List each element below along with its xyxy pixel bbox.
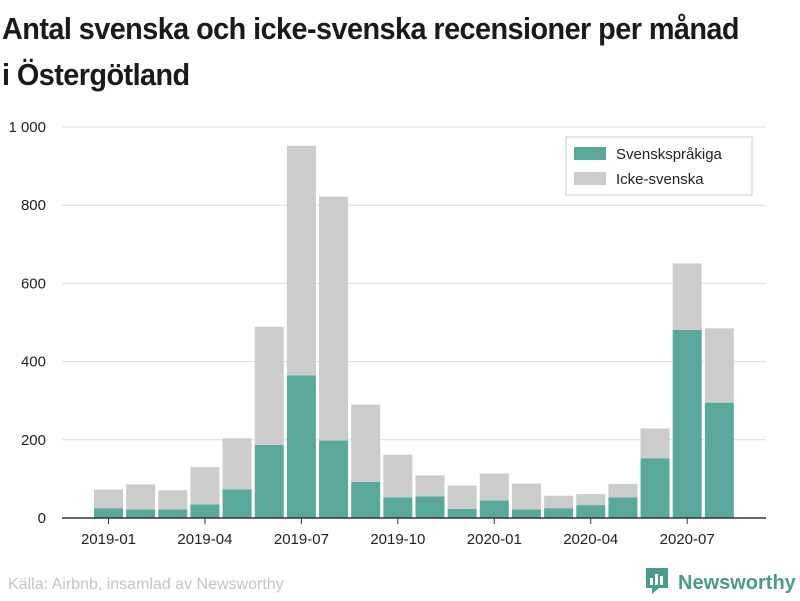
- bar-svensksprakiga[interactable]: [511, 509, 541, 518]
- bars: [94, 145, 734, 518]
- bar-icke-svenska[interactable]: [672, 263, 702, 330]
- y-tick-label: 1 000: [8, 119, 46, 136]
- chart-title: Antal svenska och icke-svenska recension…: [2, 11, 740, 92]
- bar-svensksprakiga[interactable]: [415, 496, 445, 518]
- bar-icke-svenska[interactable]: [254, 326, 284, 445]
- x-tick-label: 2019-01: [81, 531, 136, 548]
- y-tick-label: 0: [38, 510, 46, 527]
- bar-icke-svenska[interactable]: [94, 489, 123, 509]
- bar-svensksprakiga[interactable]: [158, 509, 188, 518]
- x-tick-label: 2020-07: [660, 531, 715, 548]
- bar-icke-svenska[interactable]: [511, 483, 541, 510]
- x-tick-label: 2020-01: [467, 531, 522, 548]
- bar-svensksprakiga[interactable]: [479, 500, 509, 518]
- bar-svensksprakiga[interactable]: [544, 508, 574, 518]
- bar-svensksprakiga[interactable]: [126, 509, 156, 518]
- y-tick-label: 200: [21, 432, 46, 449]
- bar-svensksprakiga[interactable]: [704, 402, 734, 518]
- bar-icke-svenska[interactable]: [479, 473, 509, 501]
- y-axis-labels: 0 200 400 600 800 1 000: [8, 119, 46, 527]
- bar-icke-svenska[interactable]: [640, 428, 670, 459]
- bar-icke-svenska[interactable]: [415, 475, 445, 497]
- bar-icke-svenska[interactable]: [286, 145, 316, 376]
- bar-icke-svenska[interactable]: [126, 484, 156, 510]
- bar-icke-svenska[interactable]: [608, 483, 638, 498]
- bar-svensksprakiga[interactable]: [319, 440, 349, 518]
- bar-icke-svenska[interactable]: [447, 485, 477, 510]
- bar-svensksprakiga[interactable]: [286, 375, 316, 518]
- legend-swatch-svensksprakiga: [574, 147, 606, 160]
- bar-svensksprakiga[interactable]: [94, 508, 123, 518]
- bar-svensksprakiga[interactable]: [190, 504, 220, 518]
- y-tick-label: 800: [21, 197, 46, 214]
- bar-icke-svenska[interactable]: [576, 494, 606, 506]
- legend-box: [565, 136, 753, 196]
- bar-icke-svenska[interactable]: [351, 404, 381, 483]
- x-tick-label: 2019-04: [177, 531, 232, 548]
- bar-svensksprakiga[interactable]: [640, 458, 670, 518]
- x-axis-labels: 2019-01 2019-04 2019-07 2019-10 2020-01 2020-…: [81, 518, 715, 548]
- brand-name: Newsworthy: [678, 571, 796, 594]
- bar-icke-svenska[interactable]: [158, 490, 188, 510]
- bar-icke-svenska[interactable]: [704, 328, 734, 403]
- legend-label-icke-svenska: Icke-svenska: [616, 171, 704, 188]
- bar-svensksprakiga[interactable]: [222, 489, 252, 518]
- chart-badge-icon: [644, 566, 670, 601]
- bar-icke-svenska[interactable]: [383, 454, 413, 498]
- bar-icke-svenska[interactable]: [319, 196, 349, 441]
- bar-svensksprakiga[interactable]: [351, 482, 381, 518]
- grid-lines: [62, 126, 766, 441]
- y-tick-label: 600: [21, 275, 46, 292]
- bar-svensksprakiga[interactable]: [447, 509, 477, 518]
- legend-swatch-icke-svenska: [574, 172, 606, 185]
- source-note: Källa: Airbnb, insamlad av Newsworthy: [8, 576, 284, 593]
- bar-svensksprakiga[interactable]: [672, 329, 702, 518]
- bar-svensksprakiga[interactable]: [383, 497, 413, 518]
- y-tick-label: 400: [21, 354, 46, 371]
- bar-icke-svenska[interactable]: [190, 467, 220, 505]
- x-tick-label: 2019-07: [274, 531, 329, 548]
- bar-icke-svenska[interactable]: [544, 495, 574, 509]
- legend[interactable]: Svenskspråkiga Icke-svenska: [565, 136, 753, 196]
- bar-svensksprakiga[interactable]: [576, 505, 606, 518]
- newsworthy-logo[interactable]: Newsworthy: [644, 566, 796, 601]
- bar-svensksprakiga[interactable]: [608, 497, 638, 518]
- x-tick-label: 2019-10: [370, 531, 425, 548]
- legend-label-svensksprakiga: Svenskspråkiga: [616, 146, 723, 163]
- bar-icke-svenska[interactable]: [222, 438, 252, 490]
- x-tick-label: 2020-04: [563, 531, 618, 548]
- bar-svensksprakiga[interactable]: [254, 444, 284, 518]
